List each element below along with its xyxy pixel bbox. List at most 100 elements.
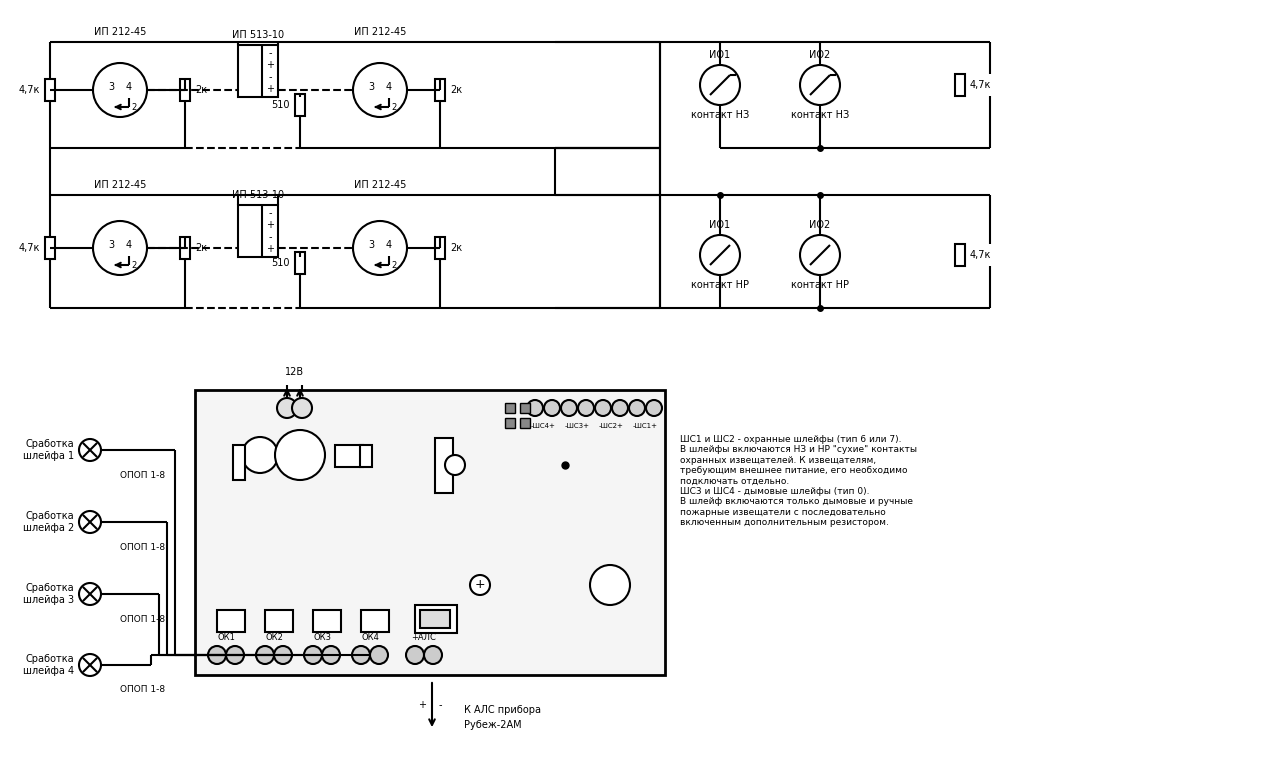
Circle shape <box>93 63 147 117</box>
Text: ОПОП 1-8: ОПОП 1-8 <box>120 542 165 552</box>
Bar <box>360 445 372 467</box>
Text: ОПОП 1-8: ОПОП 1-8 <box>120 615 165 624</box>
Bar <box>45 237 55 259</box>
Text: 4: 4 <box>127 240 132 250</box>
Bar <box>313 610 341 632</box>
Text: +: + <box>474 578 486 591</box>
Text: ОК4: ОК4 <box>362 632 380 642</box>
Text: Сработка
шлейфа 4: Сработка шлейфа 4 <box>23 654 74 676</box>
Text: +АЛС: +АЛС <box>412 632 437 642</box>
Text: ИП 212-45: ИП 212-45 <box>93 180 146 190</box>
Circle shape <box>256 646 273 664</box>
Text: -ШС3+: -ШС3+ <box>565 423 589 429</box>
Text: 510: 510 <box>271 258 290 268</box>
Text: 4: 4 <box>386 240 392 250</box>
Text: 4,7к: 4,7к <box>970 80 992 90</box>
Text: 12В: 12В <box>285 367 304 377</box>
Circle shape <box>79 583 101 605</box>
Text: -: - <box>268 232 272 243</box>
Bar <box>415 605 458 633</box>
Bar <box>435 438 452 493</box>
Text: 2: 2 <box>132 260 137 270</box>
Circle shape <box>578 400 594 416</box>
Bar <box>238 205 279 257</box>
Circle shape <box>304 646 322 664</box>
Text: +: + <box>266 84 273 95</box>
Text: 2: 2 <box>132 102 137 112</box>
Circle shape <box>445 455 465 475</box>
Text: 4: 4 <box>127 82 132 92</box>
Bar <box>238 45 279 97</box>
Bar <box>265 610 293 632</box>
Text: -: - <box>268 48 272 58</box>
Text: +: + <box>266 60 273 70</box>
Circle shape <box>291 398 312 418</box>
Text: 2к: 2к <box>450 243 463 253</box>
Bar <box>955 74 965 96</box>
Circle shape <box>277 398 296 418</box>
Text: -: - <box>268 208 272 218</box>
Text: ИП 212-45: ИП 212-45 <box>354 27 406 37</box>
Bar <box>217 610 245 632</box>
Text: ИО2: ИО2 <box>809 50 831 60</box>
Text: 3: 3 <box>107 82 114 92</box>
Text: -ШС1+: -ШС1+ <box>633 423 657 429</box>
Circle shape <box>645 400 662 416</box>
Text: 3: 3 <box>107 240 114 250</box>
Text: 2: 2 <box>391 102 396 112</box>
Circle shape <box>273 646 291 664</box>
Text: Сработка
шлейфа 2: Сработка шлейфа 2 <box>23 512 74 532</box>
Bar <box>295 252 305 274</box>
Text: ИО1: ИО1 <box>709 220 731 230</box>
Circle shape <box>79 654 101 676</box>
Bar <box>435 79 445 101</box>
Circle shape <box>275 430 325 480</box>
Circle shape <box>800 65 840 105</box>
Circle shape <box>371 646 389 664</box>
Text: 3: 3 <box>368 82 374 92</box>
Text: +: + <box>266 244 273 254</box>
Text: ОПОП 1-8: ОПОП 1-8 <box>120 686 165 694</box>
Circle shape <box>561 400 576 416</box>
Circle shape <box>406 646 424 664</box>
Text: ОК1: ОК1 <box>217 632 235 642</box>
Text: ИП 513-10: ИП 513-10 <box>231 190 284 200</box>
Bar <box>233 445 245 480</box>
Circle shape <box>629 400 645 416</box>
Bar <box>335 445 363 467</box>
Bar <box>295 94 305 116</box>
Circle shape <box>242 437 279 473</box>
Bar <box>180 237 190 259</box>
Circle shape <box>470 575 489 595</box>
Circle shape <box>700 65 740 105</box>
Circle shape <box>544 400 560 416</box>
Text: ИО1: ИО1 <box>709 50 731 60</box>
Text: ШС1 и ШС2 - охранные шлейфы (тип 6 или 7).
В шлейфы включаются НЗ и НР "сухие" к: ШС1 и ШС2 - охранные шлейфы (тип 6 или 7… <box>680 435 918 527</box>
Circle shape <box>93 221 147 275</box>
Text: контакт НР: контакт НР <box>691 280 749 290</box>
Bar <box>180 79 190 101</box>
Bar <box>360 610 389 632</box>
Circle shape <box>79 439 101 461</box>
Text: Сработка
шлейфа 1: Сработка шлейфа 1 <box>23 439 74 461</box>
Text: ОК2: ОК2 <box>265 632 282 642</box>
Text: контакт НЗ: контакт НЗ <box>791 110 849 120</box>
Text: ИП 212-45: ИП 212-45 <box>93 27 146 37</box>
Text: контакт НР: контакт НР <box>791 280 849 290</box>
Text: Рубеж-2АМ: Рубеж-2АМ <box>464 720 521 730</box>
Text: -ШС4+: -ШС4+ <box>530 423 556 429</box>
Text: 2к: 2к <box>196 243 207 253</box>
Text: 2к: 2к <box>196 85 207 95</box>
Bar <box>955 244 965 266</box>
Bar <box>45 79 55 101</box>
Text: 2к: 2к <box>450 85 463 95</box>
Bar <box>420 610 450 628</box>
Text: +: + <box>418 700 426 710</box>
Circle shape <box>322 646 340 664</box>
Text: ИО2: ИО2 <box>809 220 831 230</box>
Circle shape <box>700 235 740 275</box>
Text: 4,7к: 4,7к <box>19 85 40 95</box>
Circle shape <box>800 235 840 275</box>
Circle shape <box>424 646 442 664</box>
Text: +: + <box>266 220 273 229</box>
